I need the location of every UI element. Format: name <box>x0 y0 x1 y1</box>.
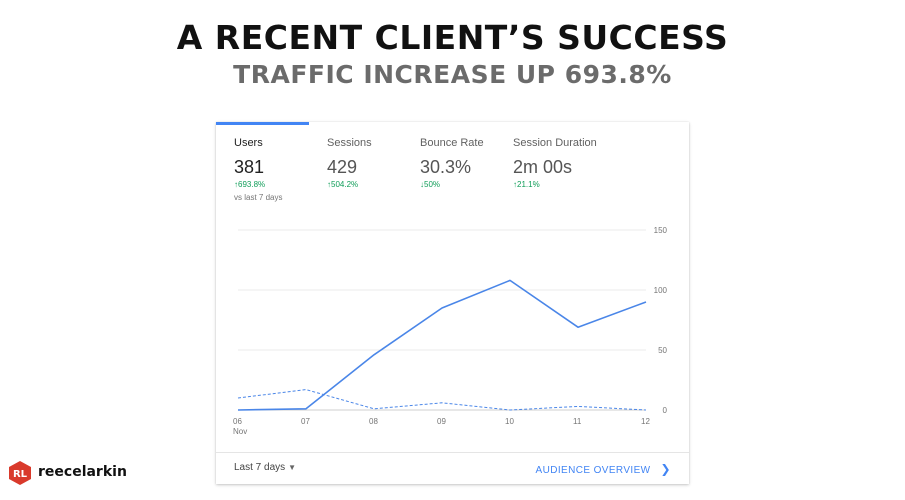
metric-value: 2m 00s <box>513 157 573 177</box>
x-tick-label: 09 <box>437 417 446 426</box>
metric-label: Session Duration <box>513 137 597 149</box>
chevron-right-icon: ❯ <box>660 462 671 476</box>
date-range-dropdown[interactable]: Last 7 days ▼ <box>234 462 296 473</box>
y-tick-label: 100 <box>654 286 668 295</box>
metric-compare-period: vs last 7 days <box>234 193 283 202</box>
previous-period-line <box>237 389 647 411</box>
caret-down-icon: ▼ <box>288 463 297 472</box>
metric-value: 429 <box>327 157 358 177</box>
metric-value: 30.3% <box>420 157 472 177</box>
headline: A RECENT CLIENT’S SUCCESS <box>176 18 729 57</box>
metric-value: 381 <box>234 157 265 177</box>
metric-tabs: Users 381 ↑693.8% vs last 7 days Session… <box>216 122 689 217</box>
metric-tab-session-duration[interactable]: Session Duration 2m 00s ↑21.1% <box>495 122 597 217</box>
date-range-label: Last 7 days <box>234 462 286 473</box>
analytics-card: Users 381 ↑693.8% vs last 7 days Session… <box>216 122 689 484</box>
metric-change: ↓50% <box>420 180 441 189</box>
brand-logo-icon: RL <box>9 461 31 485</box>
card-footer: Last 7 days ▼ AUDIENCE OVERVIEW ❯ <box>216 452 689 485</box>
x-tick-label: 07 <box>301 417 310 426</box>
current-period-line <box>237 279 647 411</box>
x-tick-label: 12 <box>641 417 650 426</box>
metric-label: Bounce Rate <box>420 137 484 149</box>
metric-change: ↑504.2% <box>327 180 359 189</box>
audience-overview-link[interactable]: AUDIENCE OVERVIEW ❯ <box>536 462 671 476</box>
x-tick-label: 10 <box>505 417 514 426</box>
metric-label: Sessions <box>327 137 372 149</box>
metric-tab-users[interactable]: Users 381 ↑693.8% vs last 7 days <box>216 122 309 217</box>
brand-name: reecelarkin <box>38 464 127 480</box>
x-tick-label: 11 <box>573 417 582 426</box>
y-tick-label: 0 <box>663 406 668 415</box>
y-tick-label: 50 <box>658 346 667 355</box>
metric-change: ↑693.8% <box>234 180 266 189</box>
subheadline: TRAFFIC INCREASE UP 693.8% <box>233 60 672 89</box>
brand-logo-text: RL <box>13 469 28 480</box>
x-tick-label: 06 <box>233 417 242 426</box>
metric-label: Users <box>234 137 263 149</box>
metric-change: ↑21.1% <box>513 180 540 189</box>
x-tick-label: Nov <box>233 427 247 436</box>
metric-tab-sessions[interactable]: Sessions 429 ↑504.2% <box>309 122 402 217</box>
y-tick-label: 150 <box>654 226 668 235</box>
x-tick-label: 08 <box>369 417 378 426</box>
audience-overview-label: AUDIENCE OVERVIEW <box>535 465 651 476</box>
metric-tab-bounce-rate[interactable]: Bounce Rate 30.3% ↓50% <box>402 122 495 217</box>
